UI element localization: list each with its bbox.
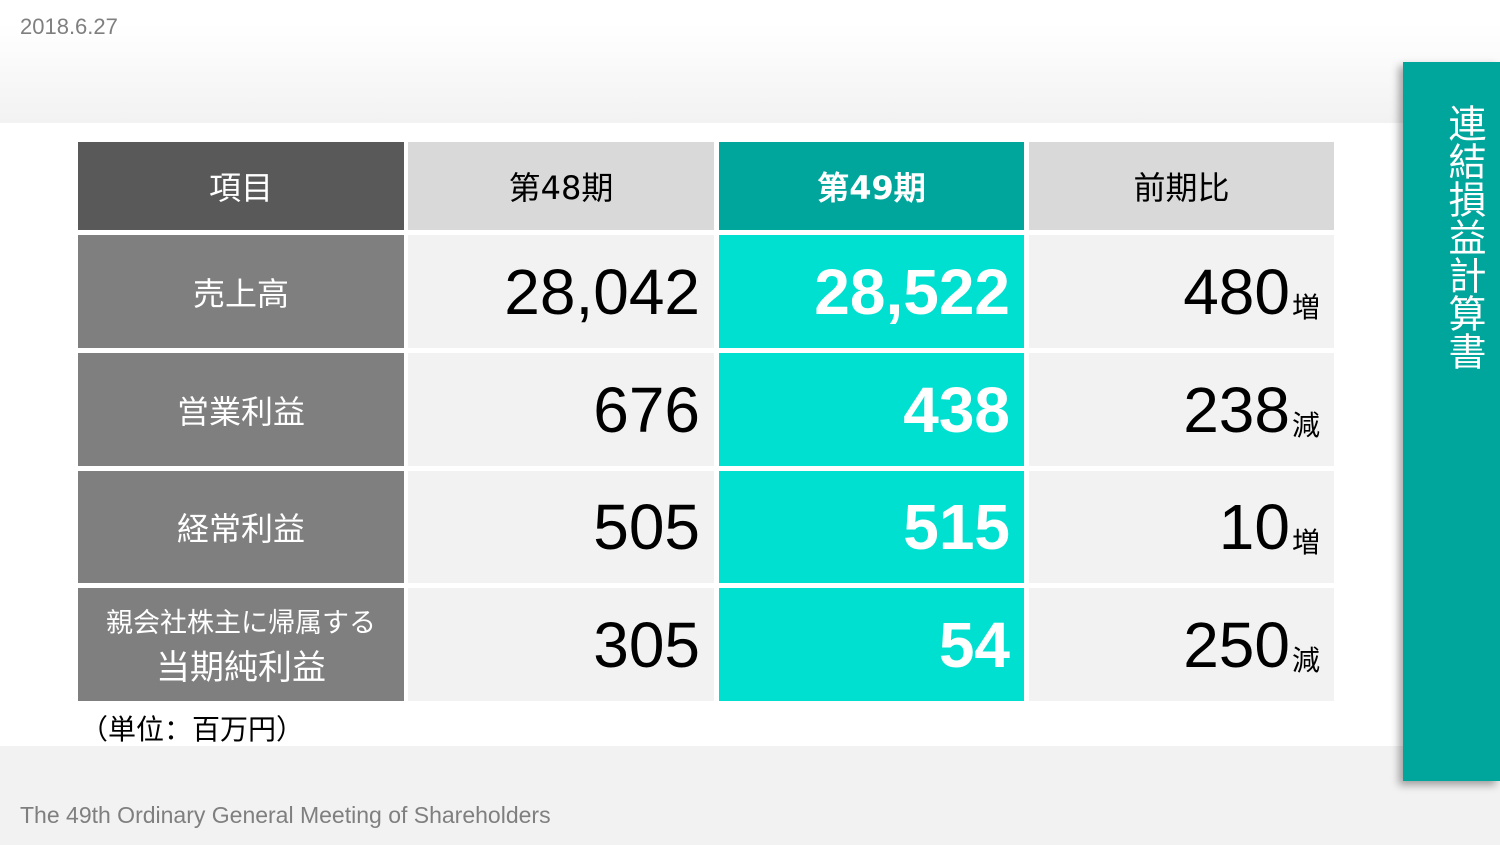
unit-note: （単位：百万円） — [80, 713, 305, 746]
row-label-line2: 当期純利益 — [156, 647, 326, 688]
yoy-amount: 250 — [1183, 608, 1290, 681]
header-period-49: 第49期 — [719, 142, 1024, 230]
slide-title: 連結損益計算書 — [1442, 104, 1486, 370]
yoy-direction: 減 — [1291, 410, 1320, 441]
sidebar-title-panel: 連結損益計算書 — [1403, 62, 1500, 781]
value-yoy: 238 減 — [1029, 353, 1334, 466]
yoy-amount: 480 — [1183, 255, 1290, 328]
value-period-48: 28,042 — [408, 235, 714, 348]
yoy-amount: 238 — [1183, 373, 1290, 446]
row-label-text: 営業利益 — [176, 392, 305, 431]
footer-text: The 49th Ordinary General Meeting of Sha… — [20, 802, 551, 828]
row-label: 経常利益 — [78, 471, 404, 583]
row-label: 売上高 — [78, 235, 404, 348]
yoy-direction: 増 — [1291, 292, 1320, 323]
value-period-48: 305 — [408, 588, 714, 701]
header-item: 項目 — [78, 142, 404, 230]
bottom-band — [0, 746, 1500, 845]
row-label-text: 経常利益 — [176, 510, 305, 548]
value-period-49: 515 — [719, 471, 1024, 583]
value-yoy: 480 増 — [1029, 235, 1334, 348]
row-label-text: 売上高 — [192, 274, 289, 313]
yoy-direction: 増 — [1291, 527, 1320, 558]
value-period-49: 438 — [719, 353, 1024, 466]
header-yoy: 前期比 — [1029, 142, 1334, 230]
value-yoy: 10 増 — [1029, 471, 1334, 583]
date: 2018.6.27 — [20, 14, 118, 39]
yoy-amount: 10 — [1218, 491, 1290, 563]
value-period-49: 28,522 — [719, 235, 1024, 348]
value-period-48: 505 — [408, 471, 714, 583]
row-label: 営業利益 — [78, 353, 404, 466]
value-period-48: 676 — [408, 353, 714, 466]
row-label: 親会社株主に帰属する当期純利益 — [78, 588, 404, 701]
header-period-48: 第48期 — [408, 142, 714, 230]
yoy-direction: 減 — [1291, 645, 1320, 676]
value-period-49: 54 — [719, 588, 1024, 701]
row-label-line1: 親会社株主に帰属する — [106, 607, 376, 639]
top-band — [0, 0, 1500, 123]
value-yoy: 250 減 — [1029, 588, 1334, 701]
